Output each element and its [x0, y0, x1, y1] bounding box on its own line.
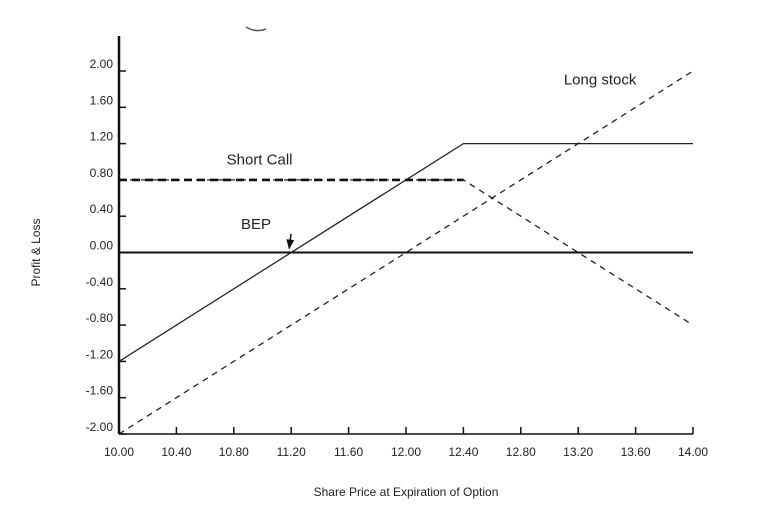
x-tick-label: 10.80 [219, 445, 249, 459]
x-tick-label: 12.40 [448, 445, 478, 459]
y-tick-label: 1.60 [90, 93, 114, 107]
y-axis-title: Profit & Loss [29, 218, 43, 286]
series-layer [118, 70, 694, 435]
y-tick-label: -2.00 [86, 420, 114, 434]
axes: 2.00 1.60 1.20 0.80 0.40 0.00 -0.40 -0.80 -1.20 -… [29, 36, 708, 499]
annotation-long-stock: Long stock [564, 72, 637, 89]
x-tick-label: 14.00 [678, 445, 708, 459]
y-tick-label: 0.80 [90, 166, 114, 180]
bep-arrow [286, 233, 295, 250]
y-tick-label: 1.20 [90, 130, 114, 144]
x-axis-title: Share Price at Expiration of Option [314, 485, 499, 499]
y-tick-label: -1.60 [86, 384, 114, 398]
x-tick-label: 13.60 [621, 445, 651, 459]
y-tick-label: -1.20 [86, 347, 114, 361]
x-tick-label: 11.60 [334, 445, 363, 459]
x-tick-label: 12.80 [506, 445, 536, 459]
y-tick-label: -0.40 [86, 275, 114, 289]
annotation-layer: Long stock Short Call BEP [227, 72, 637, 250]
x-tick-label: 11.20 [277, 445, 306, 459]
top-curve-artifact [245, 26, 267, 32]
x-tick-label: 10.00 [104, 445, 134, 459]
series-line-long-stock [118, 70, 694, 435]
annotation-bep: BEP [241, 216, 271, 233]
x-tick-label: 12.00 [391, 445, 421, 459]
series-line-combined [118, 142, 693, 362]
y-tick-label: 0.40 [90, 202, 114, 216]
y-tick-label: 0.00 [90, 239, 114, 253]
x-tick-label: 10.40 [161, 445, 191, 459]
annotation-short-call: Short Call [227, 151, 293, 168]
x-tick-label: 13.20 [563, 445, 593, 459]
y-tick-label: 2.00 [90, 57, 114, 71]
y-tick-label: -0.80 [86, 311, 114, 325]
